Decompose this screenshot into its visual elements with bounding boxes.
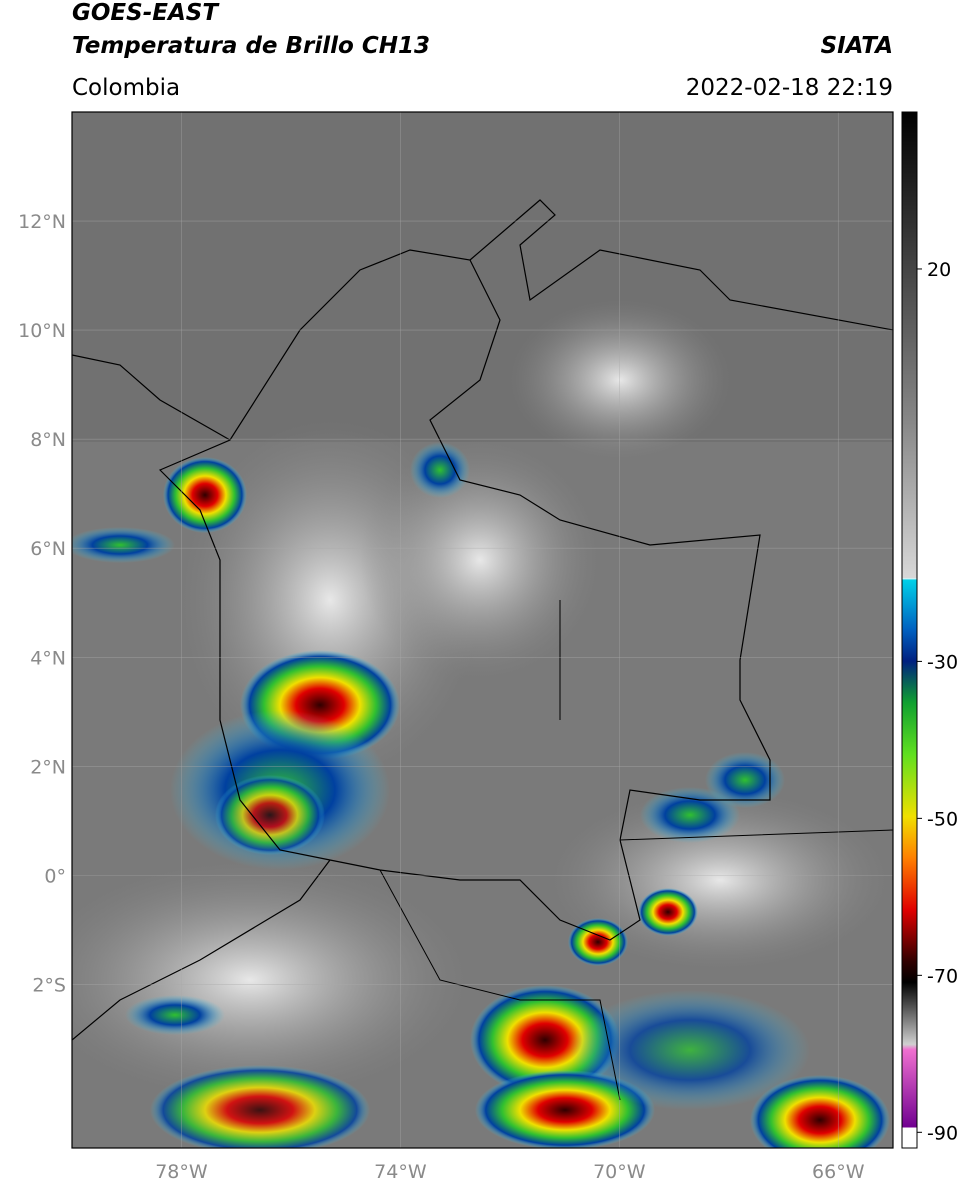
- colorbar: [901, 111, 918, 1149]
- colorbar-tick-label: -90: [927, 1122, 958, 1144]
- lon-tick-label: 66°W: [812, 1161, 865, 1183]
- storm-cell: [410, 442, 470, 498]
- storm-cell: [72, 527, 175, 563]
- colorbar-tick-label: 20: [927, 259, 951, 281]
- lat-tick-label: 8°N: [30, 429, 66, 451]
- storm-cell: [570, 990, 810, 1110]
- colorbar-tick-label: -30: [927, 651, 958, 673]
- storm-cell: [568, 918, 628, 966]
- source: SIATA: [821, 33, 893, 59]
- cloud: [72, 860, 470, 1100]
- lat-tick-label: 2°S: [32, 974, 66, 996]
- country-border: [379, 600, 893, 1101]
- title: GOES-EAST: [72, 0, 220, 26]
- lat-tick-label: 2°N: [30, 756, 66, 778]
- storm-cell: [125, 995, 225, 1035]
- cloud: [510, 300, 730, 460]
- lon-tick-label: 74°W: [374, 1161, 427, 1183]
- cloud: [360, 440, 600, 680]
- subtitle: Temperatura de Brillo CH13: [72, 33, 430, 59]
- lon-tick-label: 70°W: [593, 1161, 646, 1183]
- graticule: [72, 112, 893, 1148]
- sea-region: [72, 112, 893, 442]
- storm-cell: [705, 752, 785, 808]
- storm-cell: [163, 457, 247, 533]
- lat-tick-label: 0°: [44, 865, 66, 887]
- region: Colombia: [72, 75, 180, 101]
- tick-layer: 12°N 10°N 8°N 6°N 4°N 2°N 0° 2°S 78°W 74°W 70°W 66°…: [18, 211, 958, 1183]
- coastline: [72, 354, 331, 1041]
- lon-tick-label: 78°W: [155, 1161, 208, 1183]
- colorbar-tick-label: -70: [927, 965, 958, 987]
- lat-tick-label: 10°N: [18, 320, 66, 342]
- datetime: 2022-02-18 22:19: [686, 75, 893, 101]
- country-border: [158, 249, 771, 941]
- storm-cell: [750, 1075, 890, 1148]
- lat-tick-label: 4°N: [30, 647, 66, 669]
- storm-cell: [215, 775, 325, 855]
- lat-tick-label: 6°N: [30, 538, 66, 560]
- lat-tick-label: 12°N: [18, 211, 66, 233]
- cloud: [550, 790, 890, 970]
- map-frame: [71, 111, 894, 1149]
- colorbar-tick-label: -50: [927, 808, 958, 830]
- storm-cell: [640, 787, 740, 843]
- satellite-image: [72, 112, 893, 1148]
- coastline: [469, 199, 893, 331]
- storm-cell: [638, 888, 698, 936]
- storm-cell: [150, 1065, 370, 1148]
